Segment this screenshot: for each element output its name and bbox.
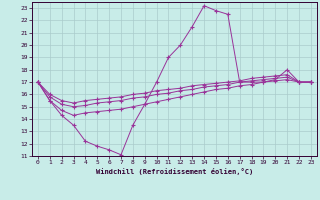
X-axis label: Windchill (Refroidissement éolien,°C): Windchill (Refroidissement éolien,°C) bbox=[96, 168, 253, 175]
